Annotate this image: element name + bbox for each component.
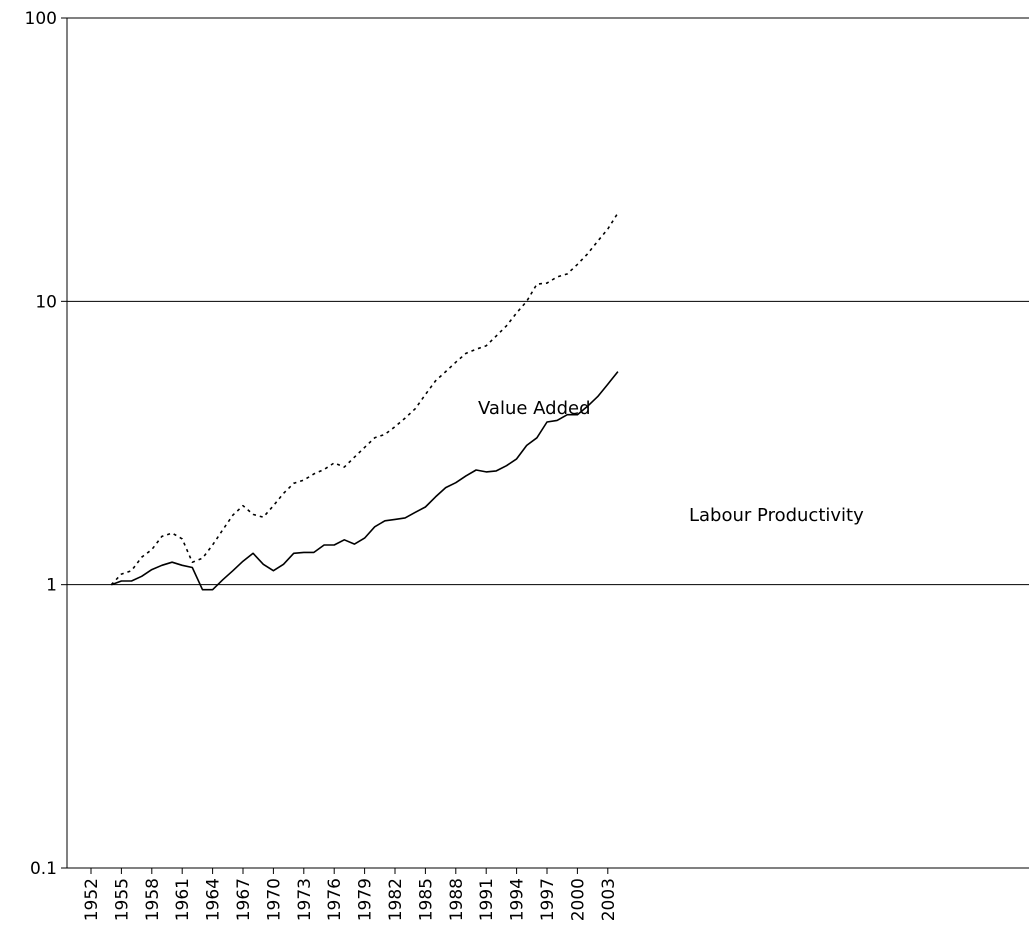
gridlines (61, 17, 1029, 874)
x-tick-label: 1997 (538, 878, 558, 921)
x-tick-label: 2000 (568, 878, 588, 921)
x-tick-label: 1988 (447, 878, 467, 921)
x-tick-label: 1967 (234, 878, 254, 921)
value-added-label: Value Added (478, 398, 591, 419)
labour-productivity-line (111, 371, 619, 591)
x-tick-label: 1985 (416, 878, 436, 921)
x-tick-label: 1994 (508, 878, 528, 921)
y-tick-label: 10 (35, 292, 57, 312)
x-tick-label: 1979 (356, 878, 376, 921)
x-tick-labels: 1952 1955 1958 1961 1964 1967 1970 1973 1976 1979… (82, 878, 619, 921)
series-lines (110, 212, 619, 591)
x-tick-label: 1982 (386, 878, 406, 921)
x-tick-label: 1973 (295, 878, 315, 921)
y-tick-label: 100 (25, 9, 57, 29)
x-tick-label: 2003 (599, 878, 619, 921)
x-tick-label: 1961 (173, 878, 193, 921)
y-tick-labels: 0.1 1 10 100 (25, 9, 57, 879)
labour-productivity-label: Labour Productivity (689, 505, 864, 526)
x-tick-label: 1955 (112, 878, 132, 921)
value-added-line (110, 212, 619, 586)
x-tick-label: 1958 (143, 878, 163, 921)
x-tick-label: 1976 (325, 878, 345, 921)
x-tick-label: 1952 (82, 878, 102, 921)
x-tick-label: 1964 (204, 878, 224, 921)
y-tick-label: 1 (46, 576, 57, 596)
x-tick-label: 1991 (477, 878, 497, 921)
axes (66, 18, 1029, 869)
x-tick-label: 1970 (264, 878, 284, 921)
y-tick-label: 0.1 (30, 859, 57, 879)
